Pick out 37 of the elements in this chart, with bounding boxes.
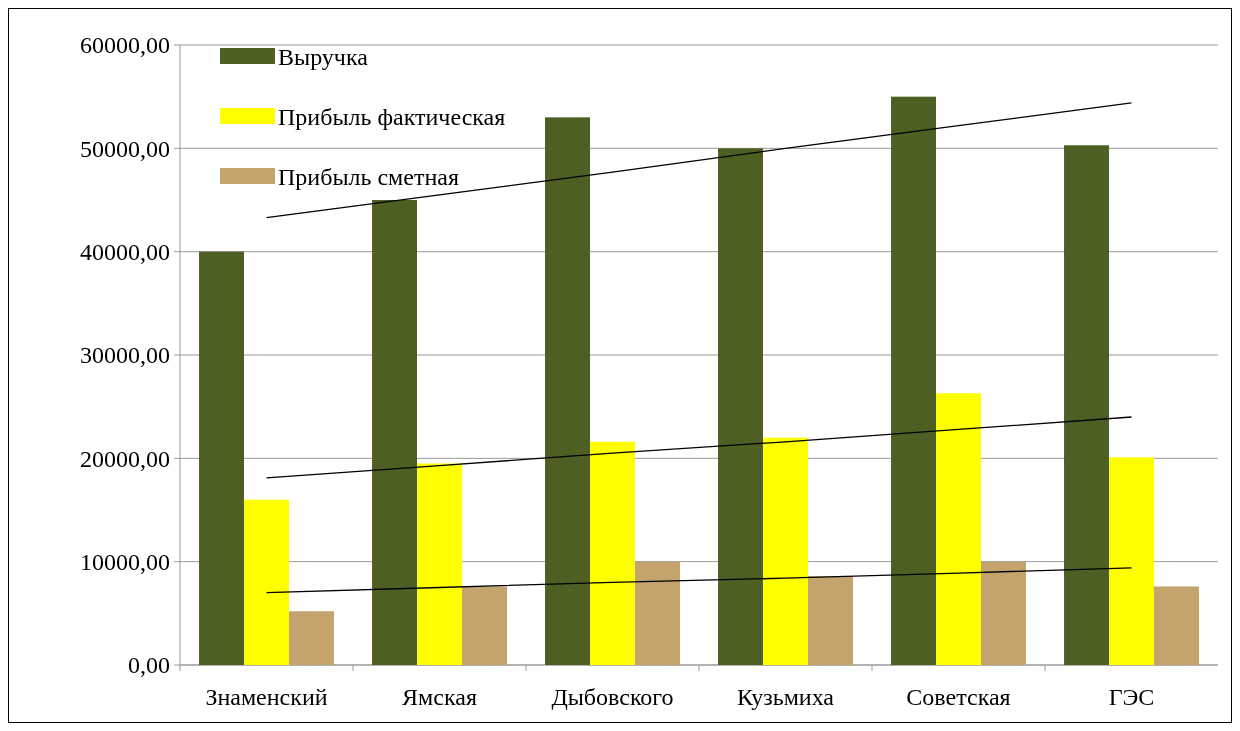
x-tick-label: Дыбовского — [551, 684, 674, 710]
bar — [288, 611, 334, 665]
legend-label: Прибыль фактическая — [278, 104, 506, 131]
y-tick-label: 0,00 — [128, 652, 170, 679]
y-tick-label: 20000,00 — [80, 445, 170, 472]
bar — [417, 463, 462, 665]
x-tick-label: Ямская — [402, 684, 477, 710]
bar — [634, 561, 680, 665]
y-tick-label: 10000,00 — [80, 549, 170, 576]
bar — [461, 586, 507, 665]
x-tick-label: Знаменский — [205, 684, 328, 710]
bar — [936, 393, 981, 665]
y-tick-label: 30000,00 — [80, 342, 170, 369]
x-tick-label: ГЭС — [1108, 684, 1155, 710]
bar — [545, 117, 591, 665]
y-tick-label: 50000,00 — [80, 135, 170, 162]
bar — [980, 561, 1026, 665]
bar — [763, 437, 808, 665]
bar — [807, 576, 853, 665]
bar — [1109, 457, 1154, 665]
bar — [372, 200, 418, 665]
bar — [891, 96, 937, 665]
bar — [718, 148, 764, 665]
legend-label: Выручка — [278, 44, 369, 71]
x-tick-label: Советская — [906, 684, 1011, 710]
bar — [1064, 145, 1110, 665]
y-tick-label: 40000,00 — [80, 239, 170, 266]
line-series — [265, 567, 1133, 594]
bar — [1153, 586, 1199, 665]
line-series — [265, 416, 1133, 479]
bar — [590, 441, 635, 665]
bar — [199, 251, 245, 665]
legend-label: Прибыль сметная — [278, 164, 459, 191]
x-tick-label: Кузьмиха — [737, 684, 835, 710]
y-tick-label: 60000,00 — [80, 32, 170, 59]
line-series — [265, 102, 1133, 219]
bar — [244, 499, 289, 665]
